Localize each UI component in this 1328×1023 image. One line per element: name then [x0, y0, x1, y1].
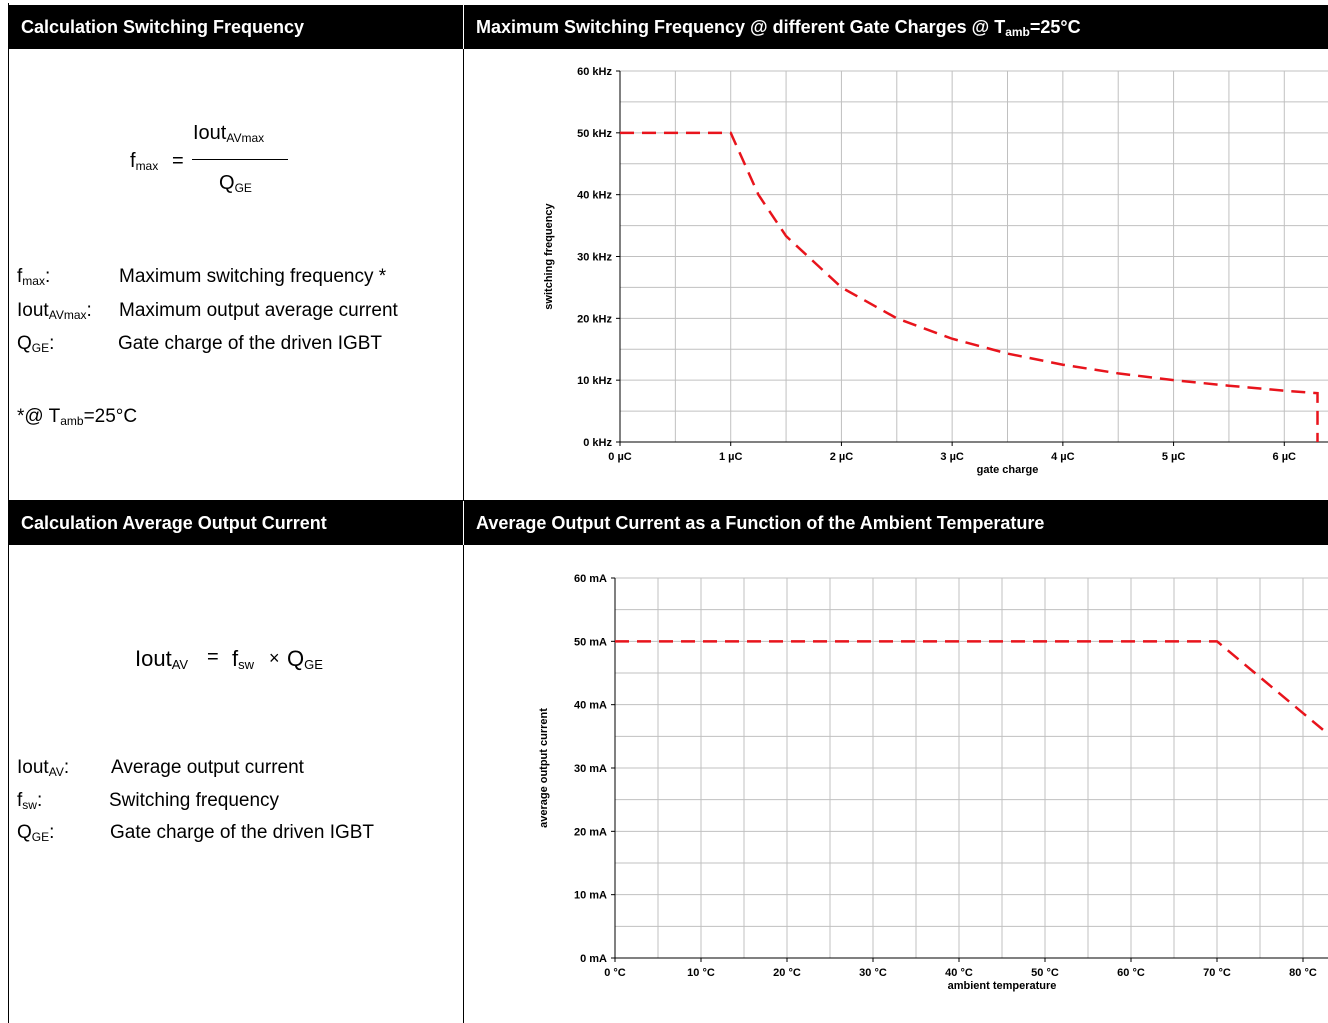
current-x-tick-label: 40 °C	[945, 967, 973, 979]
current-x-tick-label: 80 °C	[1289, 967, 1317, 979]
legend2-ioutav: IoutAV:	[17, 757, 70, 779]
right-header-label: Maximum Switching Frequency @ different …	[476, 17, 1006, 37]
current-y-tick-label: 0 mA	[580, 953, 607, 965]
current-x-tick-label: 0 °C	[604, 967, 626, 979]
left-header-label-2: Calculation Average Output Current	[21, 513, 327, 533]
current-x-tick-label: 10 °C	[687, 967, 715, 979]
legend-ioutavmax-desc: Maximum output average current	[119, 300, 398, 321]
freq-y-axis-title: switching frequency	[543, 202, 555, 309]
current-x-tick-label: 20 °C	[773, 967, 801, 979]
formula-lhs: fmax	[130, 150, 159, 173]
left-header-label: Calculation Switching Frequency	[21, 17, 305, 37]
freq-x-tick-label: 4 µC	[1051, 451, 1075, 463]
formula-equals: =	[172, 150, 184, 172]
footnote: *@ Tamb=25°C	[17, 406, 138, 428]
formula2-times: ×	[269, 648, 280, 668]
chart-switching-frequency: 0 kHz 10 kHz 20 kHz 30 kHz 40 kHz 50 kHz 60 kH…	[543, 66, 1328, 476]
right-header-output-current: Average Output Current as a Function of …	[464, 501, 1328, 545]
current-x-axis-title: ambient temperature	[948, 980, 1057, 992]
chart-output-current: 0 mA 10 mA 20 mA 30 mA 40 mA 50 mA 60 mA 0 °C 10…	[538, 573, 1328, 992]
freq-y-tick-label: 40 kHz	[577, 190, 612, 202]
legend-fmax-desc: Maximum switching frequency *	[119, 266, 387, 287]
column-divider-top	[463, 49, 464, 501]
current-x-tick-label: 50 °C	[1031, 967, 1059, 979]
legend-fmax: fmax:	[17, 266, 51, 288]
freq-x-axis-title: gate charge	[977, 464, 1039, 476]
formula2-fsw: fsw	[232, 646, 255, 672]
legend-qge: QGE:	[17, 333, 55, 355]
right-header-tail: =25°C	[1029, 17, 1081, 37]
fraction-bar	[192, 159, 288, 160]
formula-fmax: fmax = IoutAVmax QGE	[130, 110, 330, 210]
left-header-output-current: Calculation Average Output Current	[9, 501, 463, 545]
current-x-tick-label: 70 °C	[1203, 967, 1231, 979]
formula-ioutav: IoutAV = fsw × QGE	[135, 640, 355, 690]
legend2-qge: QGE:	[17, 822, 55, 844]
current-x-tick-label: 60 °C	[1117, 967, 1145, 979]
freq-y-tick-label: 30 kHz	[577, 252, 612, 264]
formula2-equals: =	[207, 646, 219, 668]
legend2-fsw-desc: Switching frequency	[109, 790, 280, 811]
current-y-tick-label: 30 mA	[574, 763, 607, 775]
column-divider-bottom	[463, 545, 464, 1023]
current-y-tick-label: 50 mA	[574, 636, 607, 648]
current-y-tick-label: 60 mA	[574, 573, 607, 585]
legend2-ioutav-desc: Average output current	[111, 757, 304, 778]
freq-y-tick-label: 60 kHz	[577, 66, 612, 78]
formula2-lhs: IoutAV	[135, 646, 189, 672]
freq-x-tick-label: 2 µC	[830, 451, 854, 463]
freq-x-tick-label: 6 µC	[1273, 451, 1297, 463]
freq-y-tick-label: 0 kHz	[583, 437, 612, 449]
current-y-tick-label: 10 mA	[574, 890, 607, 902]
freq-y-tick-label: 20 kHz	[577, 313, 612, 325]
right-header-label-2: Average Output Current as a Function of …	[476, 513, 1045, 533]
formula2-qge: QGE	[287, 646, 323, 672]
freq-x-tick-label: 1 µC	[719, 451, 743, 463]
current-y-tick-label: 20 mA	[574, 826, 607, 838]
current-x-tick-label: 30 °C	[859, 967, 887, 979]
freq-x-tick-label: 0 µC	[608, 451, 632, 463]
freq-x-tick-label: 5 µC	[1162, 451, 1186, 463]
freq-y-tick-label: 10 kHz	[577, 375, 612, 387]
formula-denominator: QGE	[219, 172, 252, 195]
legend2-fsw: fsw:	[17, 790, 43, 812]
current-series-line	[615, 640, 1328, 736]
legend2-qge-desc: Gate charge of the driven IGBT	[110, 822, 375, 843]
row-divider	[9, 500, 1328, 501]
formula-numerator: IoutAVmax	[193, 122, 265, 145]
freq-x-tick-label: 3 µC	[940, 451, 964, 463]
right-header-sub: amb	[1005, 25, 1030, 39]
legend-ioutavmax: IoutAVmax:	[17, 300, 92, 322]
legend-qge-desc: Gate charge of the driven IGBT	[118, 333, 383, 354]
left-header-switching-frequency: Calculation Switching Frequency	[9, 5, 463, 49]
right-header-switching-frequency: Maximum Switching Frequency @ different …	[464, 5, 1328, 49]
current-y-axis-title: average output current	[538, 708, 550, 828]
datasheet-page	[8, 3, 1328, 1023]
current-y-tick-label: 40 mA	[574, 700, 607, 712]
freq-y-tick-label: 50 kHz	[577, 128, 612, 140]
